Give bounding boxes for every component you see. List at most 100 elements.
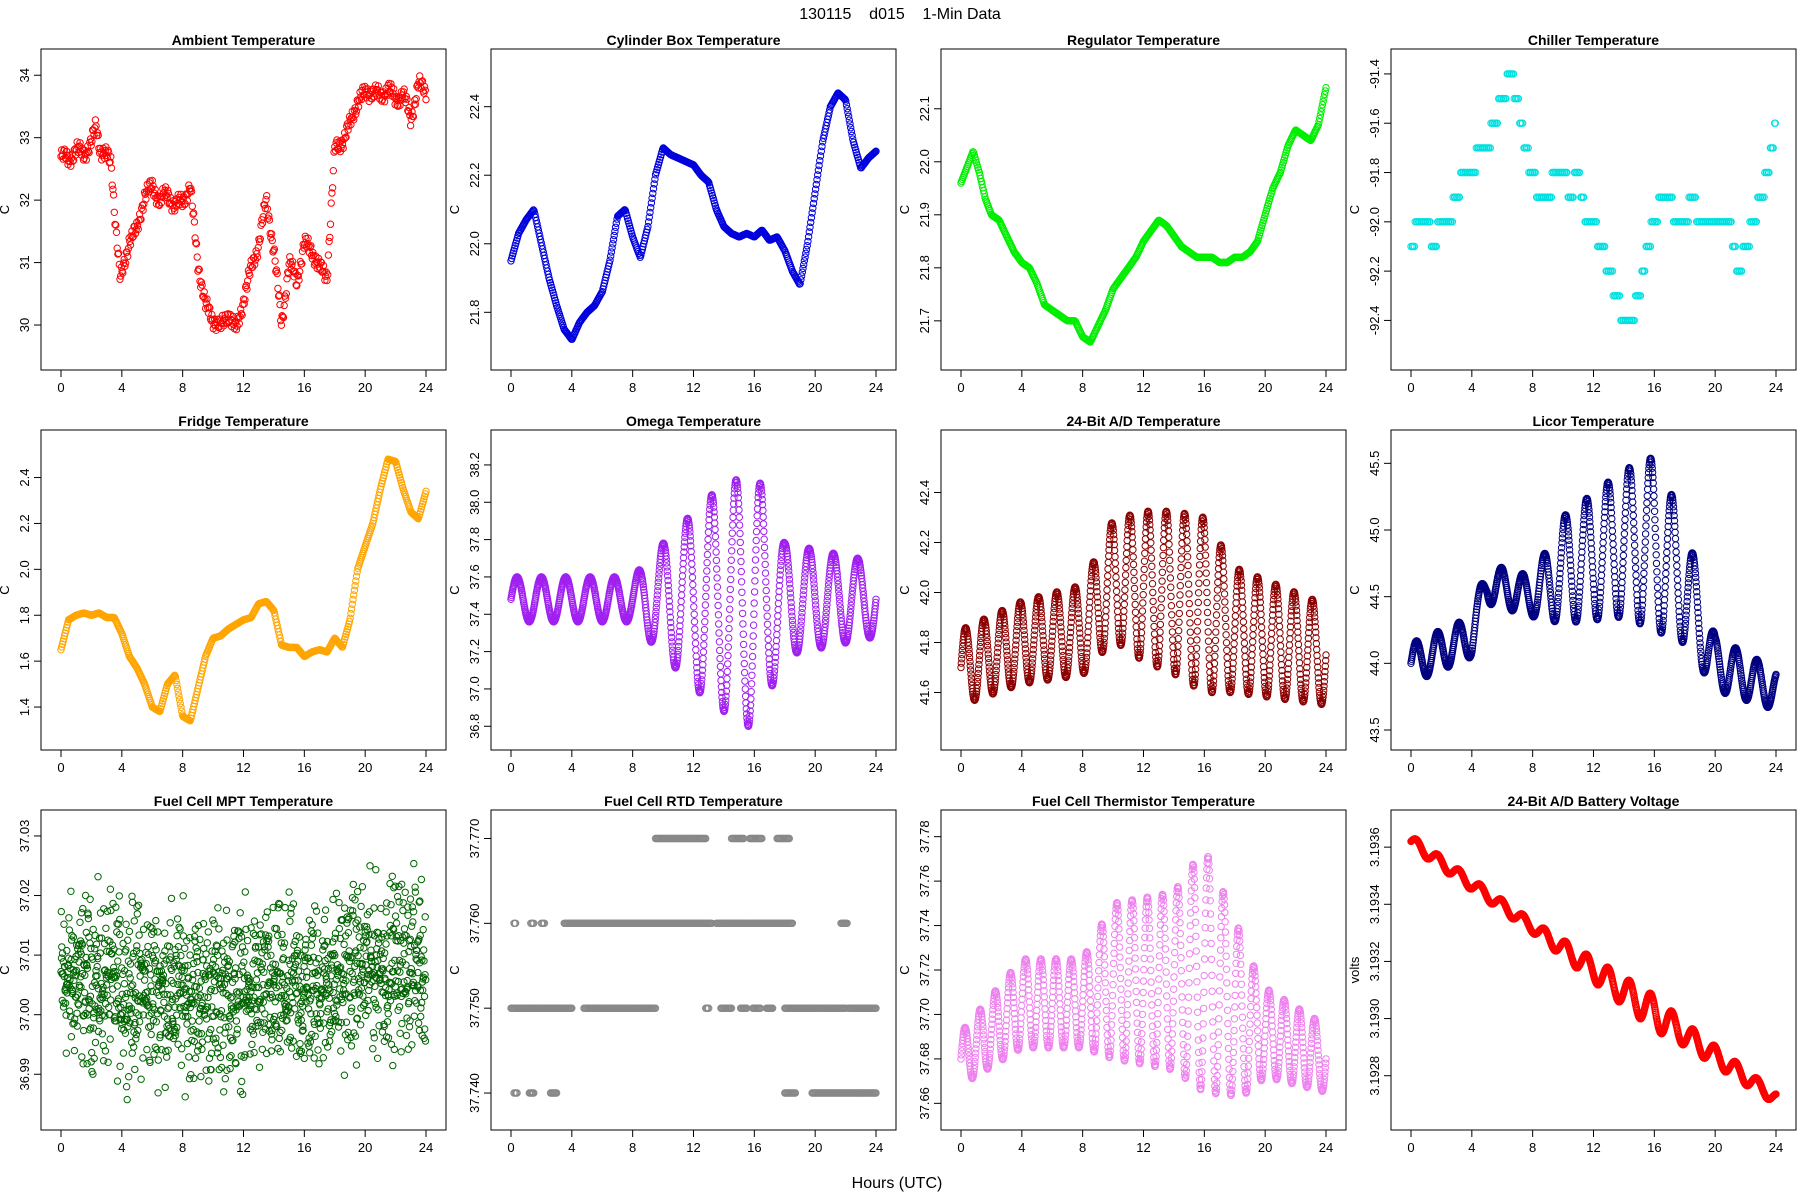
chart-ambient-temperature-point [271, 257, 279, 265]
chart-24-bit-a-d-temperature-point [1186, 637, 1195, 645]
chart-ambient-temperature-x-tick-label: 16 [297, 380, 311, 395]
chart-24-bit-a-d-temperature-point [1156, 620, 1165, 629]
chart-omega-temperature-point [773, 618, 782, 626]
chart-24-bit-a-d-temperature-point [1268, 623, 1276, 631]
chart-24-bit-a-d-temperature-point [1158, 586, 1166, 594]
chart-24-bit-a-d-temperature-point [1257, 610, 1265, 618]
chart-fridge-temperature-x-tick-label: 4 [118, 760, 125, 775]
chart-ambient-temperature-point [243, 285, 251, 293]
chart-ambient-temperature-point [200, 288, 208, 296]
chart-omega-temperature-point [678, 572, 687, 580]
chart-regulator-temperature-y-axis-label: C [897, 205, 912, 214]
chart-24-bit-a-d-temperature-point [1232, 599, 1240, 607]
chart-ambient-temperature-y-tick-label: 32 [17, 193, 32, 207]
chart-omega-temperature-y-tick-label: 37.0 [467, 676, 482, 701]
chart-licor-temperature-x-tick-label: 12 [1586, 760, 1600, 775]
chart-fridge-temperature-x-tick-label: 12 [236, 760, 250, 775]
chart-omega-temperature-point [711, 532, 720, 541]
chart-licor-temperature-y-axis: 43.544.044.545.045.5C [1347, 451, 1392, 743]
chart-24-bit-a-d-temperature-point [1128, 539, 1137, 547]
chart-omega-temperature-x-axis: 0 4 8 12 16 20 24 [507, 749, 883, 775]
chart-omega-temperature-point [691, 639, 700, 647]
chart-ambient-temperature-point [163, 193, 171, 202]
chart-regulator-temperature-x-tick-label: 24 [1319, 380, 1333, 395]
chart-ambient-temperature-point [257, 221, 265, 229]
chart-24-bit-a-d-temperature-point [1214, 578, 1222, 587]
chart-chiller-temperature-x-tick-label: 16 [1647, 380, 1661, 395]
chart-ambient-temperature-point [142, 195, 150, 203]
chart-24-bit-a-d-temperature-point [1149, 606, 1158, 614]
chart-24-bit-a-d-temperature-point [1167, 583, 1175, 591]
chart-24-bit-a-d-temperature-point [1111, 559, 1120, 567]
chart-24-bit-a-d-temperature-point [1195, 561, 1204, 569]
chart-omega-temperature-point [740, 668, 749, 677]
chart-licor-temperature-x-tick-label: 24 [1769, 760, 1783, 775]
chart-cylinder-box-temperature-x-tick-label: 24 [869, 380, 883, 395]
chart-licor-temperature-y-tick-label: 45.0 [1367, 517, 1382, 542]
chart-chiller-temperature-points [1407, 70, 1780, 325]
chart-chiller-temperature-y-tick-label: -92.0 [1367, 207, 1382, 237]
chart-ambient-temperature-point [107, 164, 116, 172]
chart-omega-temperature-y-tick-label: 37.8 [467, 527, 482, 552]
chart-ambient-temperature-title: Ambient Temperature [172, 32, 316, 48]
chart-ambient-temperature-point [411, 100, 420, 108]
chart-ambient-temperature-point [393, 101, 401, 110]
chart-24-bit-a-d-temperature-point [1104, 572, 1112, 580]
chart-omega-temperature-point [689, 580, 697, 589]
chart-ambient-temperature-point [324, 251, 333, 259]
chart-cylinder-box-temperature-x-tick-label: 4 [568, 380, 575, 395]
chart-ambient-temperature-point [151, 185, 159, 194]
chart-omega-temperature-point [763, 612, 771, 620]
chart-24-bit-a-d-temperature-point [1166, 565, 1174, 573]
chart-24-bit-a-d-temperature-point [1168, 611, 1176, 619]
chart-24-bit-a-d-temperature-point [1276, 635, 1284, 643]
chart-24-bit-a-d-temperature-point [1202, 569, 1210, 577]
chart-chiller-temperature-x-tick-label: 12 [1586, 380, 1600, 395]
chart-ambient-temperature-point [265, 212, 273, 220]
chart-24-bit-a-d-temperature-point [1139, 582, 1148, 590]
chart-omega-temperature-point [702, 584, 710, 592]
chart-24-bit-a-d-temperature-point [1195, 570, 1203, 578]
chart-cylinder-box-temperature-point [605, 259, 613, 267]
chart-cylinder-box-temperature-point [607, 252, 615, 260]
chart-24-bit-a-d-temperature-point [1113, 594, 1121, 602]
chart-omega-temperature-point [687, 553, 696, 562]
chart-24-bit-a-d-temperature-point [1120, 600, 1129, 608]
chart-omega-temperature-point [703, 567, 711, 575]
chart-ambient-temperature-point [275, 291, 283, 299]
chart-24-bit-a-d-temperature-point [1240, 639, 1249, 647]
chart-24-bit-a-d-temperature-x-tick-label: 16 [1197, 760, 1211, 775]
chart-fridge-temperature-y-axis: 1.41.61.82.02.22.4C [0, 469, 42, 716]
chart-ambient-temperature-point [187, 184, 195, 193]
chart-ambient-temperature-y-tick-label: 30 [17, 318, 32, 332]
chart-omega-temperature-point [764, 642, 773, 651]
chart-omega-temperature-point [752, 546, 760, 554]
chart-omega-temperature-point [751, 566, 759, 574]
chart-omega-temperature-point [726, 585, 734, 594]
chart-24-bit-a-d-temperature-point [1121, 578, 1130, 587]
chart-omega-temperature-y-tick-label: 37.6 [467, 564, 482, 589]
chart-ambient-temperature-point [298, 247, 307, 256]
chart-24-bit-a-d-temperature-point [1295, 646, 1303, 655]
chart-ambient-temperature-point [422, 95, 430, 104]
chart-24-bit-a-d-temperature-point [1122, 549, 1131, 558]
chart-24-bit-a-d-temperature-point [1176, 591, 1184, 599]
chart-24-bit-a-d-temperature-point [1211, 636, 1220, 645]
chart-ambient-temperature-point [188, 202, 197, 210]
chart-regulator-temperature-x-tick-label: 20 [1258, 380, 1272, 395]
chart-24-bit-a-d-temperature-point [1223, 646, 1231, 654]
chart-licor-temperature-x-tick-label: 0 [1407, 760, 1414, 775]
chart-24-bit-a-d-temperature-point [1204, 637, 1213, 645]
chart-24-bit-a-d-temperature-point [1130, 568, 1138, 576]
chart-chiller-temperature-x-tick-label: 0 [1407, 380, 1414, 395]
chart-24-bit-a-d-temperature-point [1158, 568, 1167, 576]
chart-24-bit-a-d-temperature-point [1176, 582, 1185, 590]
chart-ambient-temperature-point [66, 157, 74, 166]
chart-ambient-temperature-point [400, 85, 408, 93]
chart-24-bit-a-d-temperature-point [1294, 640, 1303, 649]
chart-24-bit-a-d-temperature-point [1104, 558, 1113, 567]
chart-fridge-temperature-y-tick-label: 1.4 [17, 698, 32, 716]
chart-24-bit-a-d-temperature-point [1241, 659, 1250, 667]
